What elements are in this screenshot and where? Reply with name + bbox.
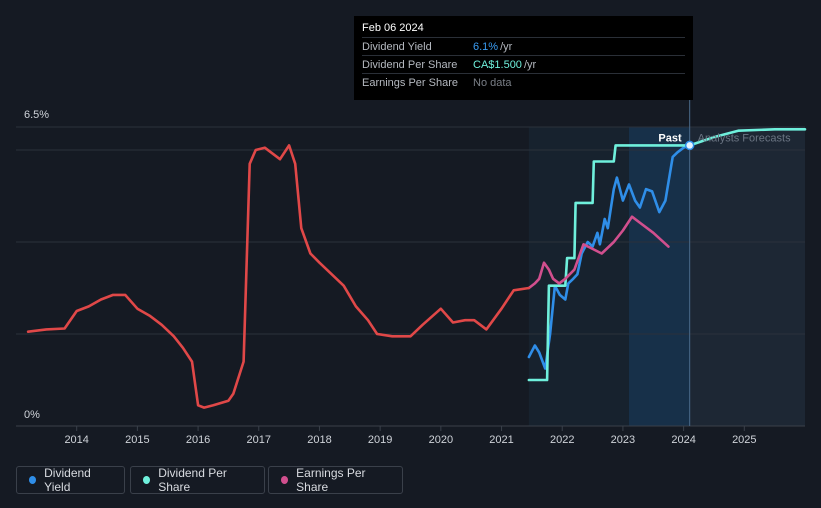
x-tick-label: 2016 (186, 434, 210, 446)
x-tick-label: 2021 (489, 434, 513, 446)
legend-label: Earnings Per Share (296, 466, 366, 494)
tooltip-value: 6.1% (473, 40, 499, 53)
series-line-dividend-yield (527, 144, 691, 370)
legend-item-dividend-per-share[interactable]: Dividend Per Share (130, 466, 265, 494)
tooltip-row-earnings-per-share: Earnings Per Share No data (362, 73, 685, 91)
tooltip-row-dividend-yield: Dividend Yield 6.1% /yr (362, 37, 685, 55)
tooltip-label: Dividend Yield (362, 40, 432, 53)
legend-label: Dividend Per Share (158, 466, 227, 494)
x-tick-label: 2019 (368, 434, 392, 446)
x-tick-label: 2018 (307, 434, 331, 446)
forecast-region (689, 127, 805, 426)
x-tick-label: 2022 (550, 434, 574, 446)
legend-item-earnings-per-share[interactable]: Earnings Per Share (268, 466, 403, 494)
legend-dot-icon (281, 476, 289, 484)
x-tick-label: 2023 (611, 434, 635, 446)
tooltip-unit: /yr (500, 40, 513, 53)
tooltip-marker-dot (684, 140, 695, 151)
legend-dot-icon (143, 476, 151, 484)
tooltip-unit: /yr (523, 58, 537, 71)
gridlines (16, 126, 805, 427)
x-tick-label: 2014 (64, 434, 88, 446)
y-tick-label-max: 6.5% (24, 109, 49, 121)
x-tick-label: 2024 (671, 434, 695, 446)
legend-dot-icon (29, 476, 37, 484)
x-tick-label: 2020 (429, 434, 453, 446)
tooltip-label: Earnings Per Share (362, 76, 458, 89)
tooltip: Feb 06 2024 Dividend Yield 6.1% /yr Divi… (354, 16, 693, 100)
tooltip-value: No data (473, 76, 512, 89)
series-line-dividend-per-share (527, 128, 807, 382)
tooltip-label: Dividend Per Share (362, 58, 458, 71)
x-axis: 2014 2015 2016 2017 2018 2019 2020 2021 2022 2023… (64, 426, 757, 446)
y-axis: 6.5% 0% (24, 109, 49, 421)
series-line-earnings-per-share-history (26, 144, 531, 409)
tooltip-date: Feb 06 2024 (362, 22, 424, 34)
legend-item-dividend-yield[interactable]: Dividend Yield (16, 466, 125, 494)
tooltip-value: CA$1.500 (473, 58, 522, 71)
forecast-label: Analysts Forecasts (698, 132, 791, 144)
highlight-recent-region (628, 127, 690, 426)
past-label: Past (658, 132, 682, 144)
x-tick-label: 2015 (125, 434, 149, 446)
y-tick-label-min: 0% (24, 409, 40, 421)
series-line-earnings-per-share (527, 215, 670, 290)
x-tick-label: 2025 (732, 434, 756, 446)
series-layer (26, 128, 807, 409)
x-tick-label: 2017 (247, 434, 271, 446)
legend-label: Dividend Yield (44, 466, 91, 494)
tooltip-row-dividend-per-share: Dividend Per Share CA$1.500 /yr (362, 55, 685, 73)
